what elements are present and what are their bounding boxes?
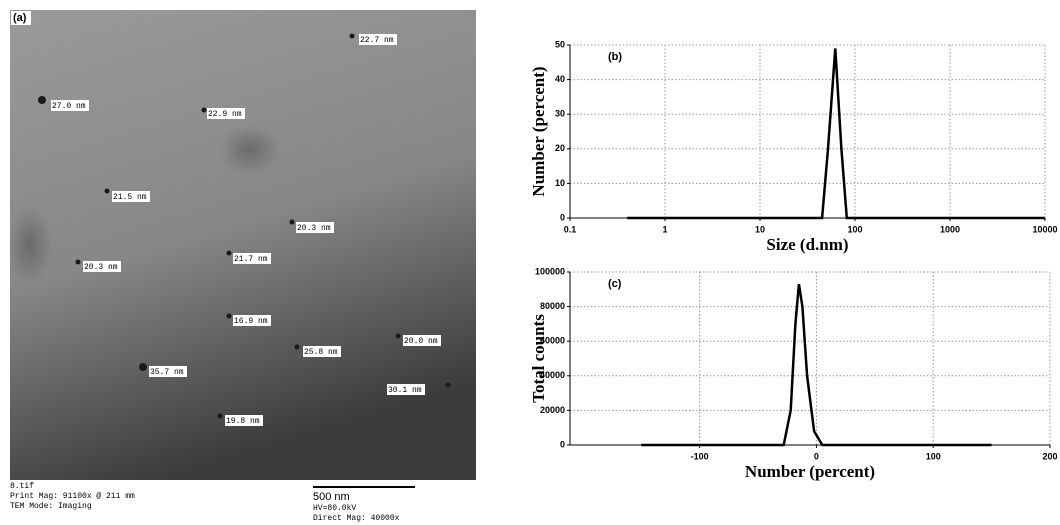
y-tick-label: 30 <box>555 109 565 119</box>
particle <box>395 333 401 339</box>
particle <box>226 250 232 256</box>
y-tick-label: 20 <box>555 143 565 153</box>
x-tick-label: 0 <box>814 451 819 461</box>
particle <box>349 33 355 39</box>
y-tick-label: 100000 <box>535 266 565 276</box>
particle-label: 16.9 nm <box>234 317 268 326</box>
particle-label: 21.5 nm <box>113 193 147 202</box>
particle <box>104 188 110 194</box>
particle-label-box <box>233 315 271 326</box>
particle-label: 35.7 nm <box>150 368 184 377</box>
y-axis-title: Total counts <box>529 314 548 403</box>
particle <box>294 344 300 350</box>
y-axis-title: Number (percent) <box>529 66 548 196</box>
y-tick-label: 80000 <box>540 301 565 311</box>
particle <box>75 259 81 265</box>
particle-label-box <box>403 335 441 346</box>
scale-bar-label: 500 nm <box>313 491 350 503</box>
footer-text: HV=80.0kV <box>313 504 356 513</box>
footer-text: 8.tif <box>10 482 34 491</box>
particle-label-box <box>296 222 334 233</box>
particle <box>201 107 207 113</box>
particle-label-box <box>387 384 425 395</box>
particle-label: 20.3 nm <box>84 263 118 272</box>
panel-label: (b) <box>608 51 622 63</box>
particle <box>139 363 147 371</box>
particle <box>226 313 232 319</box>
y-tick-label: 10 <box>555 178 565 188</box>
particle-label: 30.1 nm <box>388 386 422 395</box>
panel-label-box <box>11 11 31 25</box>
x-tick-label: 1 <box>662 224 667 234</box>
particle <box>38 96 46 104</box>
particle-label: 19.8 nm <box>226 417 260 426</box>
particle-label-box <box>51 100 89 111</box>
y-tick-label: 0 <box>560 439 565 449</box>
particle-label: 22.7 nm <box>360 36 394 45</box>
x-tick-label: 0.1 <box>564 224 577 234</box>
x-tick-label: 100 <box>847 224 862 234</box>
line <box>641 283 992 447</box>
x-axis-title: Number (percent) <box>745 462 875 481</box>
particle-label: 22.9 nm <box>208 110 242 119</box>
y-tick-label: 40 <box>555 74 565 84</box>
panel-label: (a) <box>13 12 27 24</box>
particle-label: 27.0 nm <box>52 102 86 111</box>
x-tick-label: 100 <box>926 451 941 461</box>
particle <box>217 413 223 419</box>
tem-image <box>10 10 476 480</box>
particle-label: 25.8 nm <box>304 348 338 357</box>
particle-label-box <box>359 34 397 45</box>
particle <box>445 382 451 388</box>
x-tick-label: 200 <box>1042 451 1057 461</box>
footer-text: TEM Mode: Imaging <box>10 502 92 511</box>
x-axis-title: Size (d.nm) <box>766 235 848 254</box>
particle-label: 20.0 nm <box>404 337 438 346</box>
x-tick-label: -100 <box>691 451 709 461</box>
tem-blob <box>8 205 52 285</box>
y-tick-label: 40000 <box>540 370 565 380</box>
y-tick-label: 50 <box>555 39 565 49</box>
particle-label-box <box>233 253 271 264</box>
particle-label: 20.3 nm <box>297 224 331 233</box>
line <box>627 48 1045 220</box>
particle-label-box <box>207 108 245 119</box>
footer-text: Print Mag: 91100x @ 211 mm <box>10 492 135 501</box>
particle-label-box <box>225 415 263 426</box>
particle-label-box <box>149 366 187 377</box>
y-tick-label: 60000 <box>540 336 565 346</box>
y-tick-label: 0 <box>560 212 565 222</box>
particle-label: 21.7 nm <box>234 255 268 264</box>
particle-label-box <box>112 191 150 202</box>
particle <box>289 219 295 225</box>
particle-label-box <box>303 346 341 357</box>
tem-blob <box>220 125 280 175</box>
footer-text: Direct Mag: 40000x <box>313 514 400 523</box>
particle-label-box <box>83 261 121 272</box>
x-tick-label: 1000 <box>940 224 960 234</box>
panel-label: (c) <box>608 278 622 290</box>
x-tick-label: 10 <box>755 224 765 234</box>
x-tick-label: 10000 <box>1032 224 1057 234</box>
y-tick-label: 20000 <box>540 405 565 415</box>
